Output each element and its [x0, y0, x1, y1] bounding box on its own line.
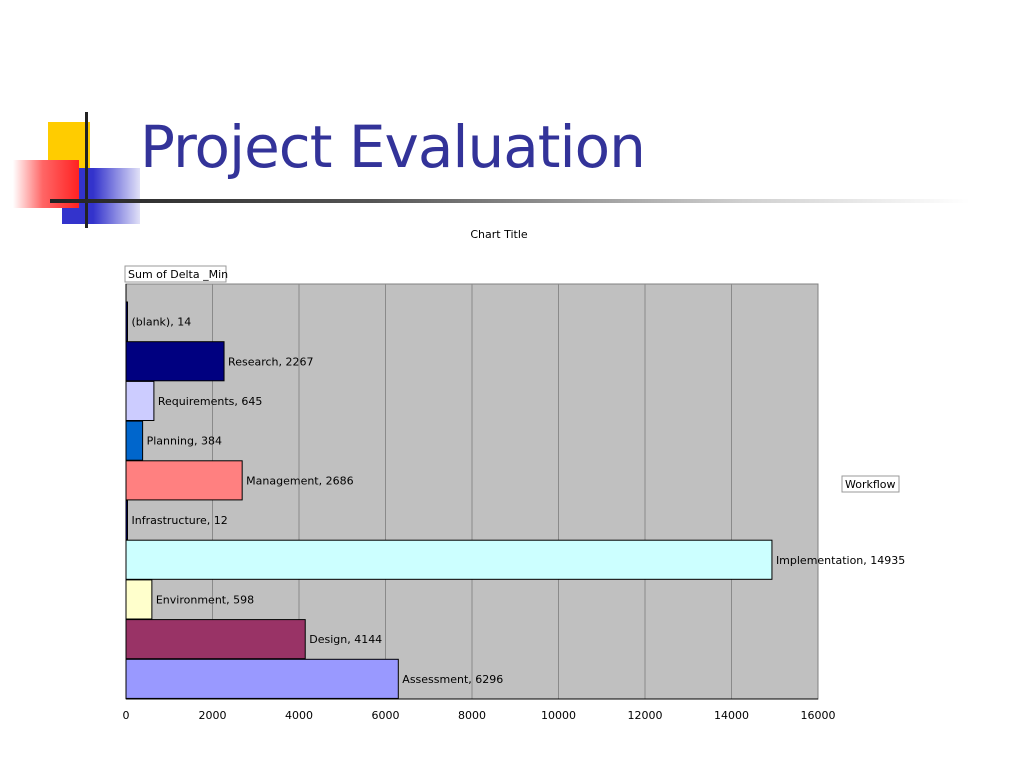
x-tick-label: 12000 — [628, 709, 663, 722]
x-tick-label: 0 — [123, 709, 130, 722]
data-label: Design, 4144 — [309, 633, 382, 646]
bar-assessment — [125, 658, 399, 699]
x-tick-label: 2000 — [199, 709, 227, 722]
x-tick-label: 16000 — [801, 709, 836, 722]
chart-title: Chart Title — [470, 228, 528, 241]
bar-research — [125, 341, 225, 382]
bar-requirements — [125, 380, 155, 422]
legend-entry-workflow: Workflow — [845, 478, 896, 491]
data-label: (blank), 14 — [132, 316, 192, 329]
decor-vertical-line — [85, 112, 88, 228]
title-underline — [50, 199, 970, 203]
bar-environment — [125, 579, 153, 620]
x-tick-label: 6000 — [372, 709, 400, 722]
field-button[interactable]: Sum of Delta _Min — [124, 265, 228, 283]
bar-design — [125, 619, 306, 660]
plot-area: (blank), 14 Research, 2267 Requirements, 6… — [123, 283, 905, 722]
legend: Workflow — [841, 475, 900, 493]
x-tick-label: 4000 — [285, 709, 313, 722]
data-label: Infrastructure, 12 — [132, 514, 228, 527]
data-label: Planning, 384 — [147, 435, 222, 448]
page-title: Project Evaluation — [140, 113, 646, 181]
x-tick-label: 14000 — [714, 709, 749, 722]
bar-implementation — [125, 539, 773, 580]
field-button-label[interactable]: Sum of Delta _Min — [128, 268, 228, 281]
data-label: Environment, 598 — [156, 593, 254, 606]
data-label: Implementation, 14935 — [776, 554, 905, 567]
data-label: Requirements, 645 — [158, 395, 262, 408]
bar-planning — [125, 420, 144, 461]
data-label: Management, 2686 — [246, 474, 353, 487]
x-tick-label: 8000 — [458, 709, 486, 722]
bar-management — [125, 460, 243, 501]
data-label: Research, 2267 — [228, 355, 313, 368]
data-label: Assessment, 6296 — [402, 673, 503, 686]
x-tick-label: 10000 — [541, 709, 576, 722]
